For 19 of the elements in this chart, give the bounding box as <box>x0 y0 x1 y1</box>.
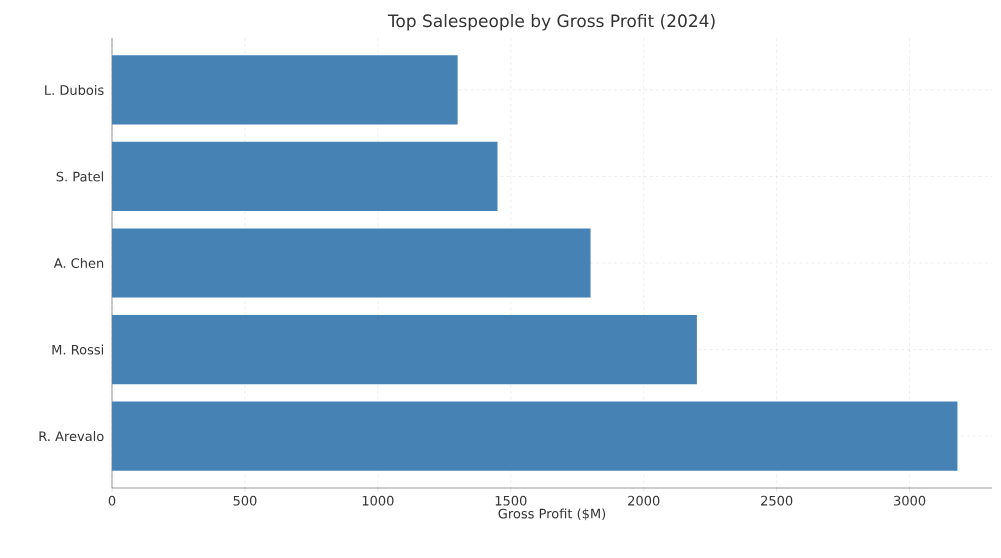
x-tick-label: 3000 <box>894 495 926 506</box>
bar <box>112 314 697 385</box>
x-tick-label: 2000 <box>628 495 660 506</box>
y-tick-label: L. Dubois <box>45 84 104 95</box>
chart-title: Top Salespeople by Gross Profit (2024) <box>387 14 715 31</box>
y-tick-label: M. Rossi <box>52 344 104 355</box>
x-tick-label: 0 <box>108 495 116 506</box>
y-tick-label: R. Arevalo <box>39 431 104 442</box>
bar <box>112 228 591 298</box>
x-tick-label: 1500 <box>495 495 527 506</box>
bar <box>112 141 498 212</box>
x-tick-label: 1000 <box>362 495 394 506</box>
x-tick-label: 500 <box>233 495 257 506</box>
y-tick-label: A. Chen <box>53 257 104 269</box>
x-tick-label: 2500 <box>761 495 793 506</box>
bar <box>112 55 458 125</box>
bar <box>112 401 958 471</box>
y-tick-label: S. Patel <box>56 171 104 182</box>
x-axis-title: Gross Profit ($M) <box>498 508 606 521</box>
